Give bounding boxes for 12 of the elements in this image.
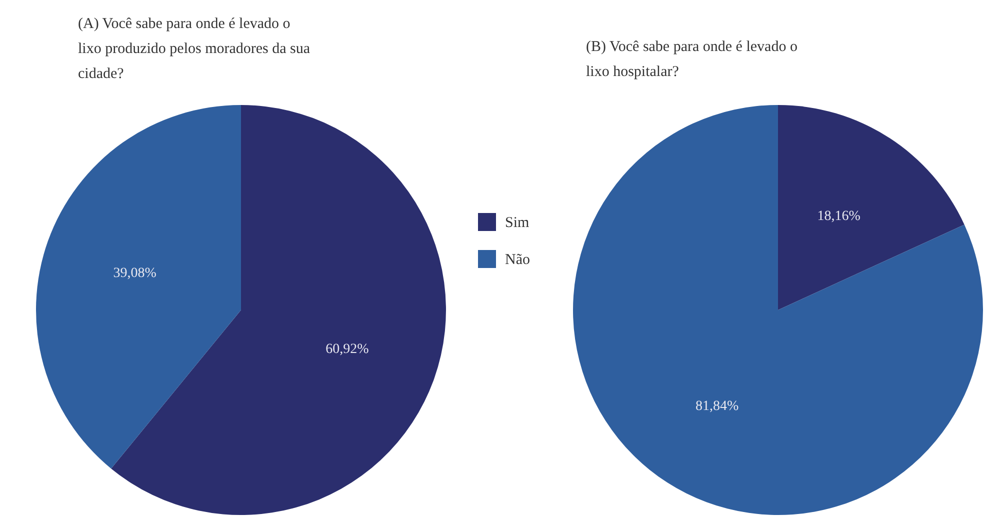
pie-slice — [778, 105, 964, 310]
pie-slice — [111, 105, 446, 515]
pie-slice — [573, 105, 983, 515]
legend-label: Sim — [505, 215, 530, 231]
pie-slice — [36, 105, 241, 469]
data-label: 39,08% — [113, 266, 157, 281]
chart-title: (A) Você sabe para onde é levado o lixo produzido pelos moradores da sua cidade? — [78, 16, 310, 82]
data-label: 60,92% — [326, 342, 370, 357]
data-label: 81,84% — [696, 398, 740, 414]
data-label: 18,16% — [817, 209, 861, 224]
legend-label: Não — [505, 252, 530, 268]
chart-title: (B) Você sabe para onde é levado o lixo hospitalar? — [586, 39, 798, 80]
